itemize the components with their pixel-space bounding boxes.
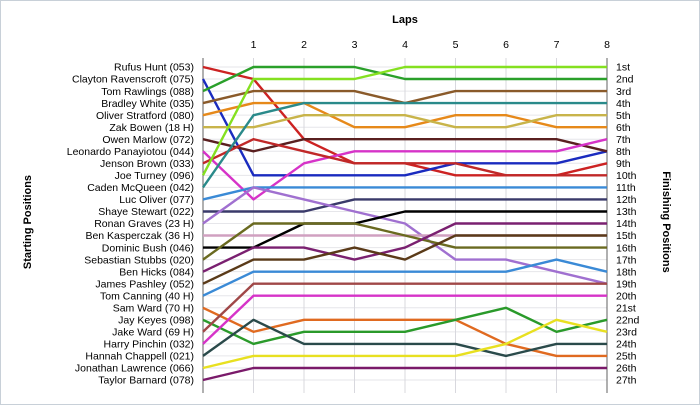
- series-line: [202, 186, 607, 201]
- finishing-position-label: 24th: [616, 339, 637, 351]
- starting-driver-label: Clayton Ravenscroft (075): [72, 74, 194, 86]
- finishing-position-label: 9th: [616, 158, 631, 170]
- series-line: [202, 282, 607, 333]
- finishing-position-label: 23rd: [616, 327, 637, 339]
- series-line: [202, 306, 608, 346]
- starting-driver-label: Tom Rawlings (088): [101, 86, 194, 98]
- finishing-position-label: 2nd: [616, 74, 634, 86]
- lap-tick-label: 2: [301, 39, 307, 51]
- lap-tick-label: 4: [402, 39, 408, 51]
- starting-driver-label: Ronan Graves (23 H): [94, 218, 194, 230]
- finishing-position-label: 8th: [616, 146, 631, 158]
- finishing-position-label: 12th: [616, 194, 637, 206]
- starting-driver-label: Zak Bowen (18 H): [109, 122, 194, 134]
- series-line: [202, 258, 608, 297]
- finishing-position-label: 20th: [616, 290, 637, 302]
- starting-driver-label: Sebastian Stubbs (020): [84, 254, 194, 266]
- finishing-position-label: 16th: [616, 242, 637, 254]
- starting-driver-label: Dominic Bush (046): [102, 242, 194, 254]
- series-line: [202, 318, 608, 370]
- series-lines: [201, 65, 608, 382]
- finishing-position-label: 25th: [616, 351, 637, 363]
- starting-driver-label: Oliver Stratford (080): [96, 110, 194, 122]
- starting-driver-label: Rufus Hunt (053): [114, 62, 194, 74]
- starting-driver-label: Joe Turney (096): [115, 170, 194, 182]
- starting-driver-label: Ben Hicks (084): [119, 266, 194, 278]
- right-axis-title: Finishing Positions: [660, 171, 672, 272]
- series-line: [203, 198, 607, 213]
- finishing-position-label: 17th: [616, 254, 637, 266]
- finishing-position-label: 10th: [616, 170, 637, 182]
- finishing-position-label: 11th: [616, 182, 636, 194]
- finishing-position-label: 26th: [616, 363, 637, 375]
- starting-driver-label: Jake Ward (69 H): [112, 327, 194, 339]
- finishing-position-label: 15th: [616, 230, 637, 242]
- starting-driver-label: Jonathan Lawrence (066): [75, 363, 194, 375]
- lap-tick-label: 5: [453, 39, 459, 51]
- series-line: [202, 101, 607, 129]
- left-axis-title: Starting Positions: [22, 175, 34, 269]
- series-line: [201, 78, 608, 177]
- series-line: [202, 318, 607, 358]
- starting-driver-label: Owen Marlow (072): [102, 134, 194, 146]
- finishing-position-label: 7th: [616, 134, 631, 146]
- lap-tick-label: 8: [604, 39, 610, 51]
- starting-driver-label: Taylor Barnard (078): [98, 375, 194, 387]
- series-line: [202, 222, 607, 261]
- starting-driver-label: Shaye Stewart (022): [98, 206, 194, 218]
- starting-driver-label: Hannah Chappell (021): [85, 351, 194, 363]
- starting-driver-label: Caden McQueen (042): [87, 182, 194, 194]
- finishing-position-label: 14th: [616, 218, 637, 230]
- series-line: [202, 234, 607, 285]
- finishing-position-label: 22nd: [616, 315, 640, 327]
- finishing-position-label: 27th: [616, 375, 637, 387]
- starting-driver-label: Jay Keyes (098): [118, 315, 194, 327]
- finishing-position-label: 18th: [616, 266, 637, 278]
- finishing-position-label: 19th: [616, 278, 637, 290]
- lap-tick-label: 3: [352, 39, 358, 51]
- series-line: [202, 101, 607, 189]
- series-line: [202, 222, 607, 273]
- finishing-position-label: 21st: [616, 303, 636, 315]
- starting-position-labels: Rufus Hunt (053)Clayton Ravenscroft (075…: [67, 62, 194, 387]
- finishing-position-label: 13th: [616, 206, 637, 218]
- starting-driver-label: Luc Oliver (077): [119, 194, 194, 206]
- lap-tick-labels: 1 2 3 4 5 6 7 8: [251, 39, 611, 51]
- series-line: [202, 65, 607, 93]
- finishing-position-label: 6th: [616, 122, 631, 134]
- series-line: [202, 137, 607, 177]
- starting-driver-label: Bradley White (035): [101, 98, 194, 110]
- series-line: [202, 137, 608, 153]
- series-line: [201, 65, 607, 176]
- series-line: [203, 210, 607, 249]
- series-line: [202, 366, 607, 382]
- series-line: [202, 186, 608, 285]
- lap-tick-label: 7: [554, 39, 560, 51]
- starting-driver-label: Ben Kasperczak (36 H): [85, 230, 194, 242]
- starting-driver-label: Tom Canning (40 H): [100, 290, 194, 302]
- finishing-position-label: 3rd: [616, 86, 631, 98]
- finishing-position-label: 4th: [616, 98, 631, 110]
- finishing-position-labels: 1st2nd3rd4th5th6th7th8th9th10th11th12th1…: [616, 62, 640, 387]
- lap-tick-label: 1: [251, 39, 257, 51]
- series-line: [203, 113, 607, 129]
- finishing-position-label: 1st: [616, 62, 630, 74]
- x-axis-title: Laps: [392, 14, 418, 26]
- finishing-position-label: 5th: [616, 110, 631, 122]
- lap-tick-label: 6: [503, 39, 509, 51]
- starting-driver-label: Leonardo Panayiotou (044): [67, 146, 194, 158]
- starting-driver-label: Sam Ward (70 H): [113, 303, 194, 315]
- series-line: [202, 294, 607, 345]
- starting-driver-label: James Pashley (052): [95, 278, 194, 290]
- starting-driver-label: Harry Pinchin (032): [104, 339, 194, 351]
- starting-driver-label: Jenson Brown (033): [100, 158, 194, 170]
